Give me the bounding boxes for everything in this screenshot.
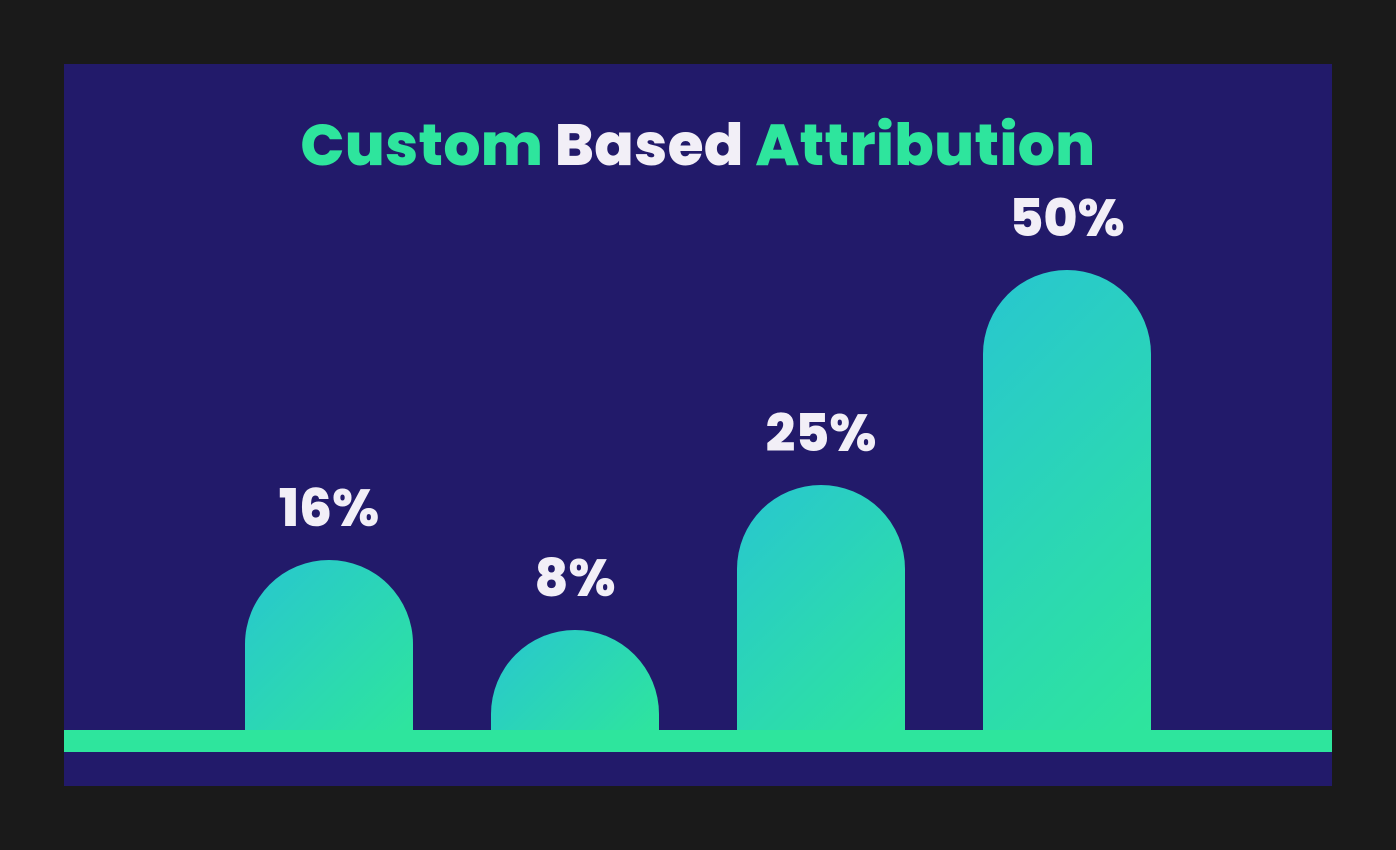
bar-wrap: 50% — [983, 180, 1151, 730]
bar — [245, 560, 413, 730]
bar-wrap: 16% — [245, 470, 413, 730]
bar-label: 16% — [279, 470, 379, 548]
chart-baseline — [64, 730, 1332, 752]
bar-label: 8% — [535, 540, 616, 618]
bar-label: 25% — [766, 395, 877, 473]
bar — [491, 630, 659, 730]
title-word-1: Custom — [300, 105, 543, 186]
bar — [983, 270, 1151, 730]
chart-area: 16%8%25%50% — [64, 192, 1332, 752]
bar-wrap: 8% — [491, 540, 659, 730]
bar — [737, 485, 905, 730]
bar-label: 50% — [1009, 180, 1124, 258]
bar-wrap: 25% — [737, 395, 905, 730]
title-word-3: Attribution — [755, 105, 1095, 186]
chart-panel: Custom Based Attribution 16% 8% 25% 50% — [64, 64, 1332, 786]
title-word-2: Based — [555, 105, 744, 186]
chart-title: Custom Based Attribution — [64, 64, 1332, 189]
bars-container: 16%8%25%50% — [64, 192, 1332, 730]
